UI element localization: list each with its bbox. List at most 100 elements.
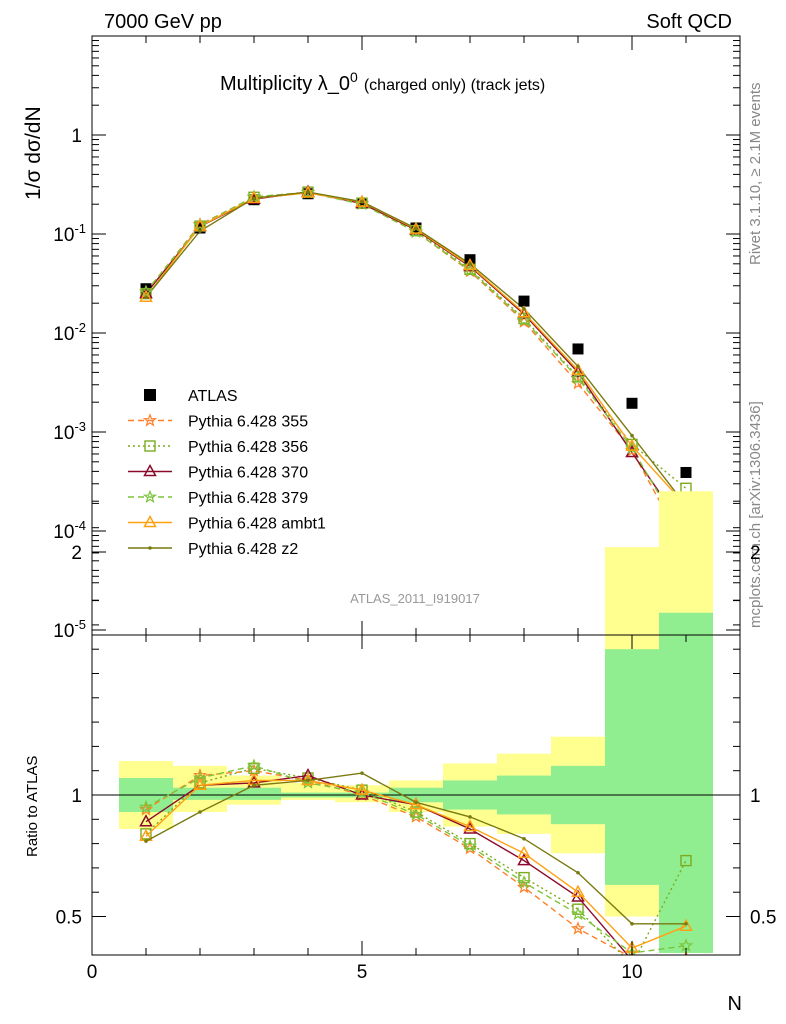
ratio-point bbox=[463, 819, 477, 832]
side-label-rivet: Rivet 3.1.10, ≥ 2.1M events bbox=[747, 83, 764, 266]
ratio-series-group bbox=[138, 758, 694, 969]
main-mc-point bbox=[355, 194, 369, 207]
main-mc-point bbox=[522, 307, 526, 311]
main-series-line bbox=[145, 191, 687, 541]
main-mc-point bbox=[360, 199, 364, 204]
title-superscript: 0 bbox=[350, 69, 358, 85]
ratio-point bbox=[139, 814, 153, 827]
title-suffix: (charged only) (track jets) bbox=[364, 77, 545, 94]
legend-label: ATLAS bbox=[188, 388, 238, 405]
main-series-line bbox=[145, 192, 687, 507]
legend-label: Pythia 6.428 355 bbox=[188, 414, 308, 431]
main-mc-point bbox=[409, 221, 423, 234]
ratio-band-inner bbox=[173, 787, 227, 800]
main-ytick-label: 10-1 bbox=[53, 221, 86, 246]
main-panel: 1 10-1 10-2 10-3 10-4 10-5 bbox=[53, 35, 741, 642]
main-mc-point bbox=[570, 370, 586, 385]
analysis-watermark: ATLAS_2011_I919017 bbox=[350, 591, 480, 606]
ratio-point bbox=[681, 959, 692, 969]
ratio-point bbox=[462, 838, 478, 853]
ratio-xtick-label: 0 bbox=[87, 962, 98, 983]
legend-marker bbox=[144, 389, 156, 401]
legend: ATLAS Pythia 6.428 355 Pythia 6.428 356 Pyt… bbox=[128, 388, 326, 558]
main-data-point bbox=[518, 295, 530, 307]
ratio-band-inner bbox=[659, 612, 713, 953]
main-mc-point bbox=[192, 217, 208, 232]
main-mc-point bbox=[306, 190, 310, 194]
ratio-ytick-label: 2 bbox=[71, 543, 82, 564]
main-ytick-label: 10-2 bbox=[53, 320, 86, 345]
ratio-point bbox=[198, 810, 202, 814]
legend-label: Pythia 6.428 z2 bbox=[188, 541, 298, 558]
main-mc-point bbox=[138, 284, 154, 299]
ratio-series-line bbox=[145, 779, 687, 949]
header-right: Soft QCD bbox=[646, 11, 732, 33]
ratio-point bbox=[138, 802, 154, 816]
main-data-point bbox=[572, 343, 584, 355]
main-data-point bbox=[680, 466, 692, 478]
main-mc-point bbox=[630, 433, 634, 438]
main-mc-point bbox=[252, 196, 256, 200]
main-mc-point bbox=[463, 258, 477, 271]
main-mc-point bbox=[301, 185, 315, 198]
legend-label: Pythia 6.428 379 bbox=[188, 490, 308, 507]
main-mc-point bbox=[576, 364, 580, 369]
ratio-point bbox=[571, 884, 585, 897]
main-series-line bbox=[145, 191, 687, 507]
ratio-point bbox=[516, 879, 532, 894]
legend-marker bbox=[148, 546, 152, 550]
plot-title: Multiplicity λ_00 (charged only) (track j… bbox=[220, 69, 545, 95]
main-mc-point bbox=[247, 190, 261, 203]
main-mc-point bbox=[571, 364, 585, 378]
main-mc-point bbox=[571, 362, 585, 376]
main-ytick-label: 1 bbox=[71, 126, 82, 147]
main-mc-point bbox=[300, 185, 316, 199]
ratio-point bbox=[522, 836, 526, 841]
main-ytick-label: 10-3 bbox=[53, 419, 86, 444]
main-mc-point bbox=[516, 312, 532, 327]
legend-label: Pythia 6.428 370 bbox=[188, 465, 308, 482]
ratio-ylabel: Ratio to ATLAS bbox=[24, 756, 41, 857]
ratio-point bbox=[570, 921, 586, 935]
ratio-band-inner bbox=[605, 649, 659, 885]
header-left: 7000 GeV pp bbox=[104, 11, 222, 33]
ratio-point bbox=[680, 854, 692, 867]
ratio-ytick-label: 1 bbox=[71, 786, 82, 807]
ratio-point bbox=[517, 853, 531, 866]
ratio-point bbox=[306, 778, 310, 783]
ratio-xtick-label: 5 bbox=[357, 962, 368, 983]
main-mc-point bbox=[625, 438, 639, 451]
x-axis-label: N bbox=[728, 993, 742, 1015]
main-mc-point bbox=[414, 226, 418, 231]
side-label-mcplots: mcplots.cern.ch [arXiv:1306.3436] bbox=[747, 401, 764, 628]
ratio-point bbox=[414, 800, 418, 805]
ratio-series-line bbox=[145, 767, 687, 955]
ratio-ytick-label: 0.5 bbox=[56, 908, 82, 929]
ratio-ytick-label-right: 2 bbox=[750, 543, 761, 564]
main-mc-point bbox=[468, 262, 472, 266]
legend-marker bbox=[142, 413, 158, 427]
main-ytick-label: 10-5 bbox=[53, 617, 86, 642]
ratio-point bbox=[572, 903, 584, 915]
ratio-series-line bbox=[145, 769, 629, 955]
legend-marker bbox=[143, 514, 157, 528]
ratio-ytick-label-right: 1 bbox=[750, 786, 761, 807]
ratio-point bbox=[355, 782, 369, 795]
ratio-point bbox=[630, 921, 634, 926]
ratio-point bbox=[516, 874, 532, 889]
main-mc-point bbox=[198, 229, 202, 233]
main-ytick-label: 10-4 bbox=[53, 518, 86, 543]
ratio-point bbox=[252, 783, 256, 788]
ratio-point bbox=[679, 918, 693, 931]
main-data-point bbox=[626, 397, 638, 409]
ratio-point bbox=[684, 921, 688, 926]
legend-marker bbox=[142, 489, 158, 504]
ratio-point bbox=[517, 845, 531, 859]
legend-marker bbox=[144, 440, 156, 452]
ratio-point bbox=[408, 809, 424, 823]
legend-label: Pythia 6.428 ambt1 bbox=[188, 516, 326, 533]
ratio-point bbox=[570, 906, 586, 921]
ratio-xtick-label: 10 bbox=[621, 962, 642, 983]
main-mc-point bbox=[139, 289, 153, 302]
ratio-point bbox=[144, 839, 148, 843]
